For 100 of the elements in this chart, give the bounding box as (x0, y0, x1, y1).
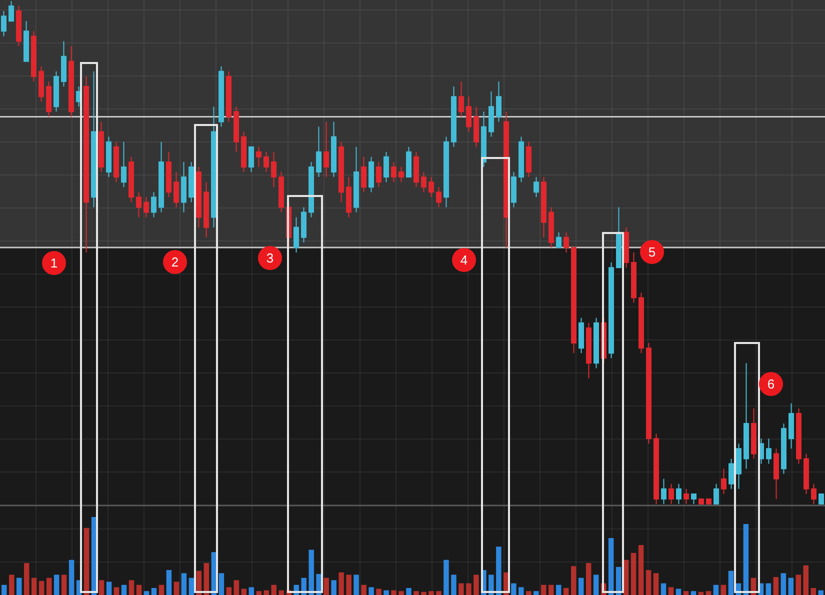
candlestick (474, 106, 479, 148)
candlestick (38, 66, 44, 102)
bar (660, 583, 666, 595)
candlestick (451, 86, 456, 148)
bar (570, 566, 576, 595)
bar (556, 584, 562, 595)
bar (803, 565, 809, 595)
bar (646, 570, 652, 595)
bar (271, 584, 276, 595)
bar (61, 574, 67, 595)
bar (788, 578, 794, 595)
candlestick (721, 468, 726, 494)
candlestick (488, 91, 494, 138)
bar (743, 524, 749, 595)
candlestick (608, 262, 614, 359)
candlestick (136, 192, 142, 218)
candlestick (691, 493, 696, 504)
bar (106, 582, 112, 595)
bar (451, 574, 456, 595)
candlestick (458, 80, 464, 118)
bar (264, 590, 270, 595)
candlestick (114, 141, 119, 183)
bar (2, 584, 7, 595)
bar (593, 574, 599, 595)
candlestick (661, 478, 666, 504)
candlestick (774, 448, 779, 500)
annotation: 3 (266, 250, 274, 266)
bar (421, 592, 426, 595)
bar (248, 587, 254, 595)
annotation: 4 (460, 252, 468, 268)
bar (496, 546, 502, 595)
bar (218, 573, 224, 595)
candlestick (751, 408, 756, 460)
candlestick (331, 121, 336, 178)
candlestick (8, 0, 14, 22)
bar (16, 578, 22, 595)
candlestick (714, 483, 719, 504)
candlestick (174, 172, 179, 208)
bar (84, 528, 90, 595)
candlestick (31, 30, 36, 82)
bar (698, 592, 704, 595)
candlestick (586, 322, 592, 379)
candlestick (308, 161, 314, 218)
bar (368, 587, 374, 595)
bar (54, 574, 60, 595)
candlestick (196, 166, 202, 228)
candlestick (534, 176, 539, 198)
bar (713, 584, 719, 595)
candlestick (804, 453, 809, 494)
candlestick (106, 136, 112, 178)
candlestick (564, 232, 569, 253)
candlestick (204, 182, 209, 238)
bar (444, 560, 449, 595)
bar (24, 563, 30, 595)
candlestick (151, 192, 156, 218)
candlestick (556, 232, 562, 248)
candlestick (1, 10, 6, 37)
bar (181, 573, 187, 595)
bar (608, 538, 614, 595)
candlestick (166, 151, 172, 198)
candlestick (346, 176, 352, 218)
bar (128, 580, 134, 595)
candlestick (46, 80, 52, 118)
bar (324, 578, 329, 595)
bar (818, 590, 824, 595)
bar (121, 584, 127, 595)
bar (46, 578, 52, 595)
bar (526, 591, 532, 595)
candlestick (91, 70, 96, 208)
bar (376, 588, 382, 595)
candlestick (376, 161, 382, 188)
bar (780, 573, 786, 595)
bar (458, 583, 464, 595)
candlestick (796, 408, 802, 464)
candlestick (368, 156, 374, 193)
candlestick (241, 131, 246, 173)
bar (226, 587, 232, 595)
bar (653, 573, 659, 595)
bar (720, 584, 726, 595)
bar (766, 583, 772, 595)
annotation: 5 (648, 244, 656, 260)
candlestick (736, 443, 742, 490)
candlestick (248, 146, 254, 173)
bar (534, 591, 539, 595)
candlestick (541, 176, 546, 238)
candlestick (676, 483, 682, 504)
candlestick (68, 46, 74, 118)
candlestick (226, 70, 232, 122)
bar (428, 591, 434, 595)
candlestick (264, 151, 269, 173)
candlestick (526, 141, 532, 178)
bar (38, 580, 44, 595)
candlestick (496, 80, 502, 122)
bar (586, 563, 592, 595)
candlestick (616, 206, 622, 268)
candlestick (181, 161, 186, 213)
candlestick (271, 151, 276, 188)
bar (188, 578, 194, 595)
candlestick (571, 246, 576, 354)
bar (676, 588, 682, 595)
